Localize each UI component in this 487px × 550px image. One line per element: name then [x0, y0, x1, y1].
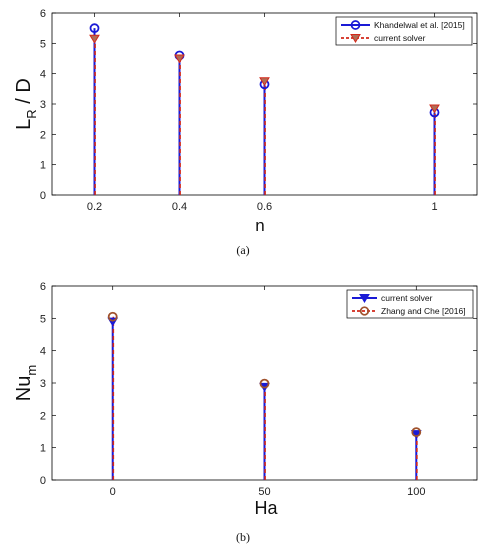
- y-tick-label-a: 2: [40, 129, 46, 141]
- y-tick-label-a: 1: [40, 160, 46, 172]
- x-axis-label-b: Ha: [254, 498, 278, 518]
- y-tick-label-b: 5: [40, 313, 46, 325]
- marker-a-s1-1: [174, 54, 185, 64]
- panel-caption-a: (a): [236, 243, 249, 257]
- x-tick-label-a: 0.4: [172, 201, 187, 213]
- y-tick-label-b: 2: [40, 410, 46, 422]
- legend-label-a-1: current solver: [374, 33, 426, 43]
- legend-label-b-0: current solver: [381, 293, 433, 303]
- panel-b: 0 1 2 3 4 5 6 0 50 100 Num Ha current solver Zha…: [13, 281, 478, 544]
- legend-marker-b-1: [359, 306, 370, 316]
- y-axis-label-b: Num: [13, 365, 39, 401]
- y-tick-label-a: 3: [40, 99, 46, 111]
- legend-label-b-1: Zhang and Che [2016]: [381, 306, 466, 316]
- marker-a-s1-2: [259, 77, 270, 87]
- marker-a-s1-0: [89, 34, 100, 44]
- x-axis-label-a: n: [255, 216, 264, 235]
- y-tick-label-b: 4: [40, 346, 46, 358]
- x-tick-label-a: 0.6: [257, 201, 272, 213]
- legend-marker-b-0: [359, 294, 370, 303]
- y-tick-label-a: 4: [40, 69, 46, 81]
- y-tick-label-a: 6: [40, 8, 46, 20]
- marker-b-s1-2: [411, 427, 422, 438]
- panel-a: 0 1 2 3 4 5 6 0.2 0.4 0.6 1 LR / D n Khandelwal e…: [13, 8, 478, 257]
- marker-b-s0-2: [410, 430, 422, 440]
- y-tick-label-b: 3: [40, 378, 46, 390]
- y-tick-label-a: 0: [40, 190, 46, 202]
- y-axis-label-a: LR / D: [13, 78, 39, 130]
- marker-b-s1-1: [259, 378, 270, 389]
- legend-b: current solver Zhang and Che [2016]: [346, 289, 474, 319]
- legend-label-a-0: Khandelwal et al. [2015]: [374, 20, 465, 30]
- x-tick-label-b: 0: [110, 486, 116, 498]
- y-tick-label-b: 1: [40, 443, 46, 455]
- marker-b-s1-0: [107, 311, 118, 322]
- legend-marker-a-1: [350, 34, 361, 43]
- y-tick-label-b: 0: [40, 475, 46, 487]
- legend-marker-a-0: [350, 20, 361, 30]
- x-tick-label-b: 50: [258, 486, 270, 498]
- x-tick-label-a: 0.2: [87, 201, 102, 213]
- marker-a-s0-0: [89, 23, 100, 34]
- x-tick-label-a: 1: [431, 201, 437, 213]
- y-tick-label-b: 6: [40, 281, 46, 293]
- legend-a: Khandelwal et al. [2015] current solver: [335, 16, 473, 46]
- y-tick-label-a: 5: [40, 38, 46, 50]
- x-tick-label-b: 100: [407, 486, 425, 498]
- panel-caption-b: (b): [236, 530, 250, 544]
- marker-a-s1-3: [429, 104, 440, 114]
